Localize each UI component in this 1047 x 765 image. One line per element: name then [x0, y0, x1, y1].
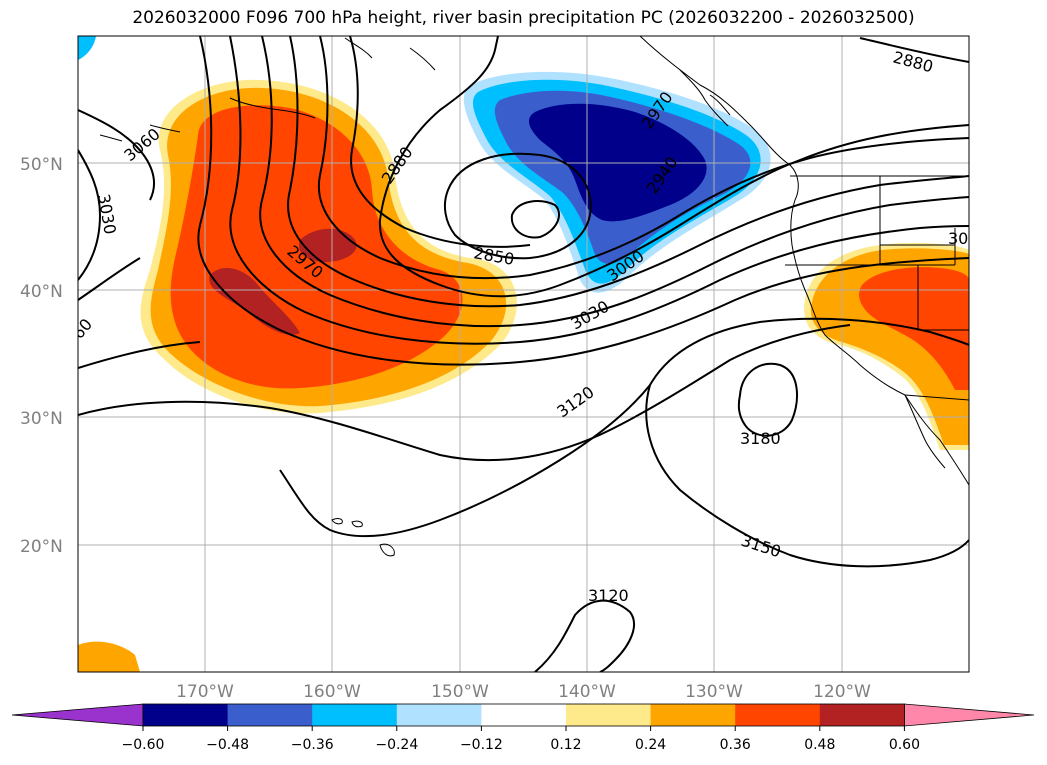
colorbar-segment [227, 704, 313, 726]
neg-region-nw-corner [78, 36, 96, 60]
colorbar-label: 0.24 [635, 737, 666, 753]
contour-e [317, 36, 969, 280]
colorbar-segment [396, 704, 482, 726]
colorbar: −0.60 −0.48 −0.36 −0.24 −0.12 0.12 0.24 0.36 0.4… [11, 703, 1035, 753]
contour-2880-ne [859, 37, 969, 63]
colorbar-frame [142, 703, 905, 727]
pos-region-west-048b [299, 228, 357, 262]
contour-3120 [78, 324, 851, 462]
contour-label: 3180 [740, 429, 781, 448]
contour-label: 3120 [588, 586, 629, 605]
colorbar-segment [312, 704, 398, 726]
contour-b [259, 36, 969, 328]
coastlines [99, 36, 969, 557]
contour-c [229, 36, 969, 345]
graticule [78, 36, 969, 672]
colorbar-extend-min [11, 703, 144, 727]
lat-label: 20°N [20, 537, 63, 557]
precipitation-fill-layer: 2880 3060 3030 2880 2970 2850 2970 2940 … [78, 36, 969, 672]
colorbar-label: 0.36 [720, 737, 751, 753]
pos-region-west-048a [209, 267, 300, 335]
colorbar-label: −0.36 [291, 737, 334, 753]
colorbar-label: −0.12 [460, 737, 503, 753]
colorbar-label: −0.60 [122, 737, 165, 753]
contour-3180 [737, 362, 798, 437]
lon-label: 140°W [558, 682, 616, 702]
lat-label: 50°N [20, 155, 63, 175]
lon-label: 130°W [685, 682, 743, 702]
colorbar-segment [819, 704, 905, 726]
colorbar-segment [650, 704, 736, 726]
contour-lower-left [78, 257, 141, 301]
contour-3150b [279, 317, 969, 538]
height-contours [78, 36, 969, 672]
contour-d [197, 36, 969, 366]
contour-f [349, 36, 531, 248]
lon-label: 120°W [813, 682, 871, 702]
lon-axis: 170°W 160°W 150°W 140°W 130°W 120°W [176, 682, 871, 702]
colorbar-label: −0.24 [375, 737, 418, 753]
map-title: 2026032000 F096 700 hPa height, river ba… [132, 8, 915, 28]
contour-label: 30 [948, 229, 968, 248]
lon-label: 170°W [176, 682, 234, 702]
colorbar-segment [481, 704, 567, 726]
contour-3060 [78, 109, 155, 201]
contour-3120b [534, 599, 635, 672]
colorbar-segment [566, 704, 652, 726]
lon-label: 150°W [431, 682, 489, 702]
colorbar-label: 0.60 [889, 737, 920, 753]
lon-label: 160°W [303, 682, 361, 702]
map-frame [77, 35, 970, 673]
colorbar-label: 0.48 [804, 737, 835, 753]
contour-3030 [78, 149, 102, 281]
colorbar-segment [735, 704, 821, 726]
contour-low-small [510, 200, 560, 239]
contour-2850 [443, 152, 592, 260]
colorbar-label: −0.48 [206, 737, 249, 753]
contour-a [287, 36, 969, 308]
colorbar-label: 0.12 [550, 737, 581, 753]
lat-axis: 50°N 40°N 30°N 20°N [20, 155, 63, 557]
lat-label: 30°N [20, 409, 63, 429]
contour-2880 [379, 36, 499, 221]
colorbar-extend-max [904, 703, 1035, 727]
contour-2880b [378, 124, 969, 298]
pos-region-sw-corner [78, 641, 140, 672]
contour-3150c [645, 384, 969, 568]
contour-3150 [78, 341, 201, 369]
lat-label: 40°N [20, 282, 63, 302]
colorbar-segment [143, 704, 229, 726]
